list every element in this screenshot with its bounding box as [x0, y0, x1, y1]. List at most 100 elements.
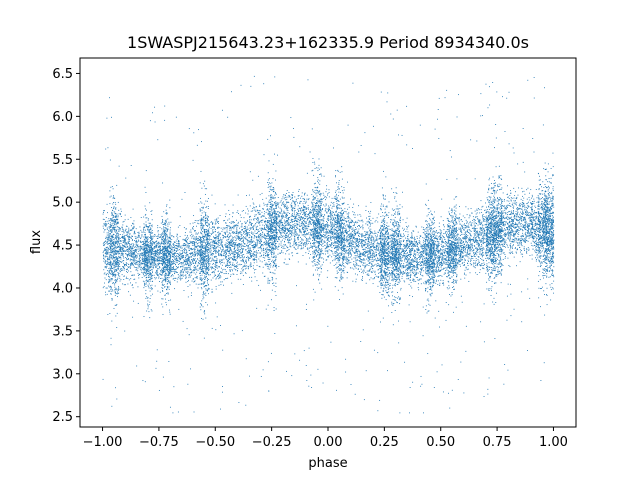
data-point [106, 265, 108, 267]
data-point [212, 291, 214, 293]
data-point [127, 255, 128, 257]
data-point [326, 229, 327, 231]
data-point [285, 204, 287, 206]
data-point [453, 234, 455, 236]
data-point [259, 224, 261, 226]
data-point [329, 262, 331, 264]
data-point [314, 217, 316, 218]
data-point [267, 242, 269, 244]
data-point [156, 260, 158, 262]
data-point [505, 211, 507, 213]
data-point [284, 238, 286, 240]
data-point [456, 233, 458, 235]
data-point [212, 266, 214, 268]
data-point [357, 268, 359, 270]
data-point [248, 241, 250, 243]
data-point [286, 209, 288, 211]
data-point [344, 239, 346, 241]
data-point [122, 229, 124, 231]
data-point [466, 237, 468, 239]
data-point [520, 205, 521, 207]
data-point [354, 273, 356, 275]
data-point [435, 235, 437, 237]
data-point [309, 211, 311, 213]
data-point [443, 229, 445, 231]
data-point [334, 221, 335, 223]
data-point [183, 227, 185, 229]
data-point [263, 83, 265, 85]
data-point [187, 245, 189, 247]
data-point [231, 250, 233, 252]
data-point [509, 228, 510, 230]
data-point [167, 249, 169, 251]
data-point [179, 246, 181, 247]
data-point [172, 236, 174, 238]
data-point [369, 231, 371, 233]
data-point [436, 266, 438, 268]
data-point [186, 328, 188, 330]
data-point [366, 243, 368, 245]
data-point [479, 253, 480, 255]
data-point [404, 244, 406, 246]
data-point [422, 265, 424, 267]
data-point [365, 282, 367, 284]
data-point [458, 249, 460, 251]
data-point [531, 222, 533, 224]
data-point [440, 262, 442, 264]
data-point [410, 259, 412, 261]
data-point [345, 252, 346, 254]
data-point [403, 244, 404, 246]
data-point [252, 259, 254, 261]
data-point [296, 233, 298, 234]
data-point [505, 207, 506, 209]
data-point [213, 260, 215, 262]
data-point [522, 253, 524, 255]
data-point [247, 228, 249, 230]
data-point [115, 252, 117, 254]
data-point [152, 257, 154, 259]
data-point [361, 245, 363, 247]
data-point [316, 238, 318, 239]
data-point [458, 250, 460, 252]
data-point [468, 280, 470, 282]
data-point [427, 243, 429, 244]
data-point [178, 264, 180, 265]
data-point [440, 275, 442, 276]
data-point [298, 190, 300, 192]
data-point [393, 257, 395, 258]
data-point [416, 266, 418, 268]
data-point [157, 248, 159, 250]
data-point [444, 272, 446, 274]
data-point [512, 226, 514, 228]
data-point [228, 251, 229, 253]
data-point [382, 249, 384, 251]
data-point [124, 240, 126, 242]
data-point [257, 240, 259, 242]
data-point [421, 226, 423, 228]
data-point [346, 237, 348, 239]
data-point [263, 235, 265, 237]
data-point [279, 215, 280, 217]
data-point [424, 240, 426, 242]
data-point [198, 250, 200, 252]
data-point [406, 240, 407, 241]
data-point [419, 251, 421, 253]
data-point [220, 276, 222, 278]
data-point [317, 245, 319, 247]
data-point [196, 246, 198, 248]
data-point [403, 245, 405, 247]
data-point [436, 235, 438, 237]
data-point [465, 225, 467, 227]
data-point [421, 268, 423, 270]
data-point [252, 234, 254, 235]
data-point [534, 236, 536, 238]
data-point [310, 374, 312, 376]
data-point [546, 263, 548, 264]
data-point [281, 217, 283, 218]
data-point [211, 268, 212, 270]
data-point [300, 197, 302, 199]
data-point [418, 289, 420, 291]
data-point [214, 237, 216, 239]
data-point [170, 264, 172, 266]
